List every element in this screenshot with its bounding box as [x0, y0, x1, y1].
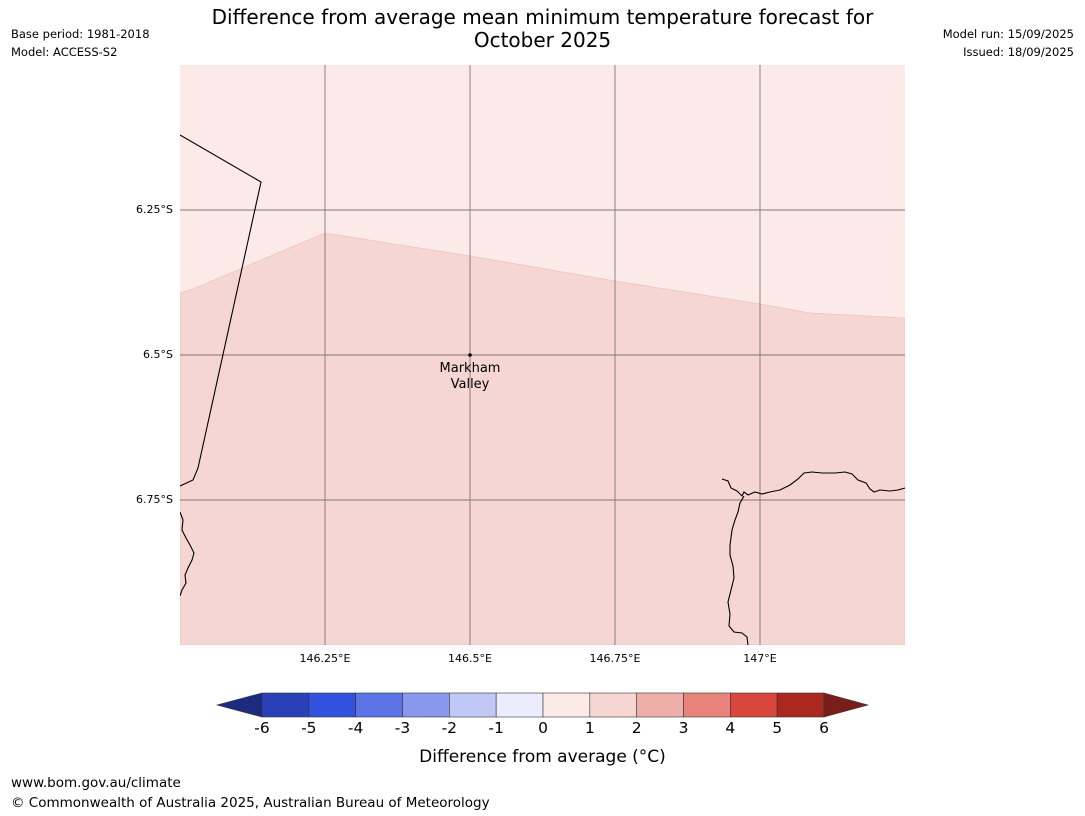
colorbar-segment	[776, 692, 825, 718]
header-left: Base period: 1981-2018 Model: ACCESS-S2	[11, 25, 150, 61]
issued-text: Issued: 18/09/2025	[963, 45, 1074, 59]
lat-tick-2: 6.75°S	[136, 493, 173, 506]
colorbar-tick-label: 1	[584, 719, 595, 737]
colorbar-segment	[261, 692, 310, 718]
colorbar-tick-label: -2	[441, 719, 458, 737]
colorbar-tick-label: -3	[394, 719, 411, 737]
colorbar-tick-label: 0	[538, 719, 548, 737]
colorbar-tick-label: 3	[678, 719, 689, 737]
footer-website: www.bom.gov.au/climate	[11, 775, 181, 791]
river-line	[727, 495, 749, 645]
colorbar-tick-label: -4	[347, 719, 364, 737]
lon-tick-3: 147°E	[743, 652, 777, 665]
map-area: Markham Valley	[180, 65, 905, 645]
colorbar-tick-label: 2	[631, 719, 642, 737]
place-name-line-1: Markham	[440, 361, 501, 376]
colorbar-extend-low	[215, 692, 263, 718]
colorbar-segment	[636, 692, 684, 718]
base-period-text: Base period: 1981-2018	[11, 27, 150, 41]
colorbar-tick-label: 6	[819, 719, 829, 737]
colorbar-segment	[449, 692, 497, 718]
footer-copyright: © Commonwealth of Australia 2025, Austra…	[11, 795, 490, 811]
colorbar-segment	[683, 692, 731, 718]
colorbar-tick-label: 4	[725, 719, 736, 737]
lat-tick-1: 6.5°S	[143, 348, 173, 361]
colorbar	[215, 692, 870, 718]
colorbar-tick-label: -6	[254, 719, 270, 737]
model-run-text: Model run: 15/09/2025	[942, 27, 1074, 41]
colorbar-extend-high	[823, 692, 870, 718]
colorbar-segment	[402, 692, 450, 718]
colorbar-segment	[589, 692, 637, 718]
gridlines	[180, 65, 905, 645]
lon-tick-0: 146.25°E	[299, 652, 351, 665]
colorbar-segment	[308, 692, 356, 718]
colorbar-segment	[730, 692, 778, 718]
title-line-1: Difference from average mean minimum tem…	[211, 5, 874, 29]
colorbar-segment	[542, 692, 591, 718]
title-line-2: October 2025	[473, 28, 612, 52]
colorbar-tick-label: -1	[488, 719, 504, 737]
colorbar-segment	[355, 692, 403, 718]
lon-tick-1: 146.5°E	[448, 652, 492, 665]
colorbar-title: Difference from average (°C)	[419, 747, 666, 767]
colorbar-segment	[495, 692, 544, 718]
place-name-line-2: Valley	[451, 377, 490, 392]
coastline-west	[180, 511, 195, 597]
lon-tick-2: 146.75°E	[589, 652, 641, 665]
header-right: Model run: 15/09/2025 Issued: 18/09/2025	[943, 25, 1074, 61]
map-title: Difference from average mean minimum tem…	[180, 6, 905, 52]
model-text: Model: ACCESS-S2	[11, 45, 118, 59]
colorbar-tick-label: -5	[301, 719, 317, 737]
place-marker	[468, 353, 472, 357]
lat-tick-0: 6.25°S	[136, 203, 173, 216]
border-line	[180, 134, 262, 487]
colorbar-tick-label: 5	[772, 719, 783, 737]
coastline-east	[721, 471, 905, 497]
